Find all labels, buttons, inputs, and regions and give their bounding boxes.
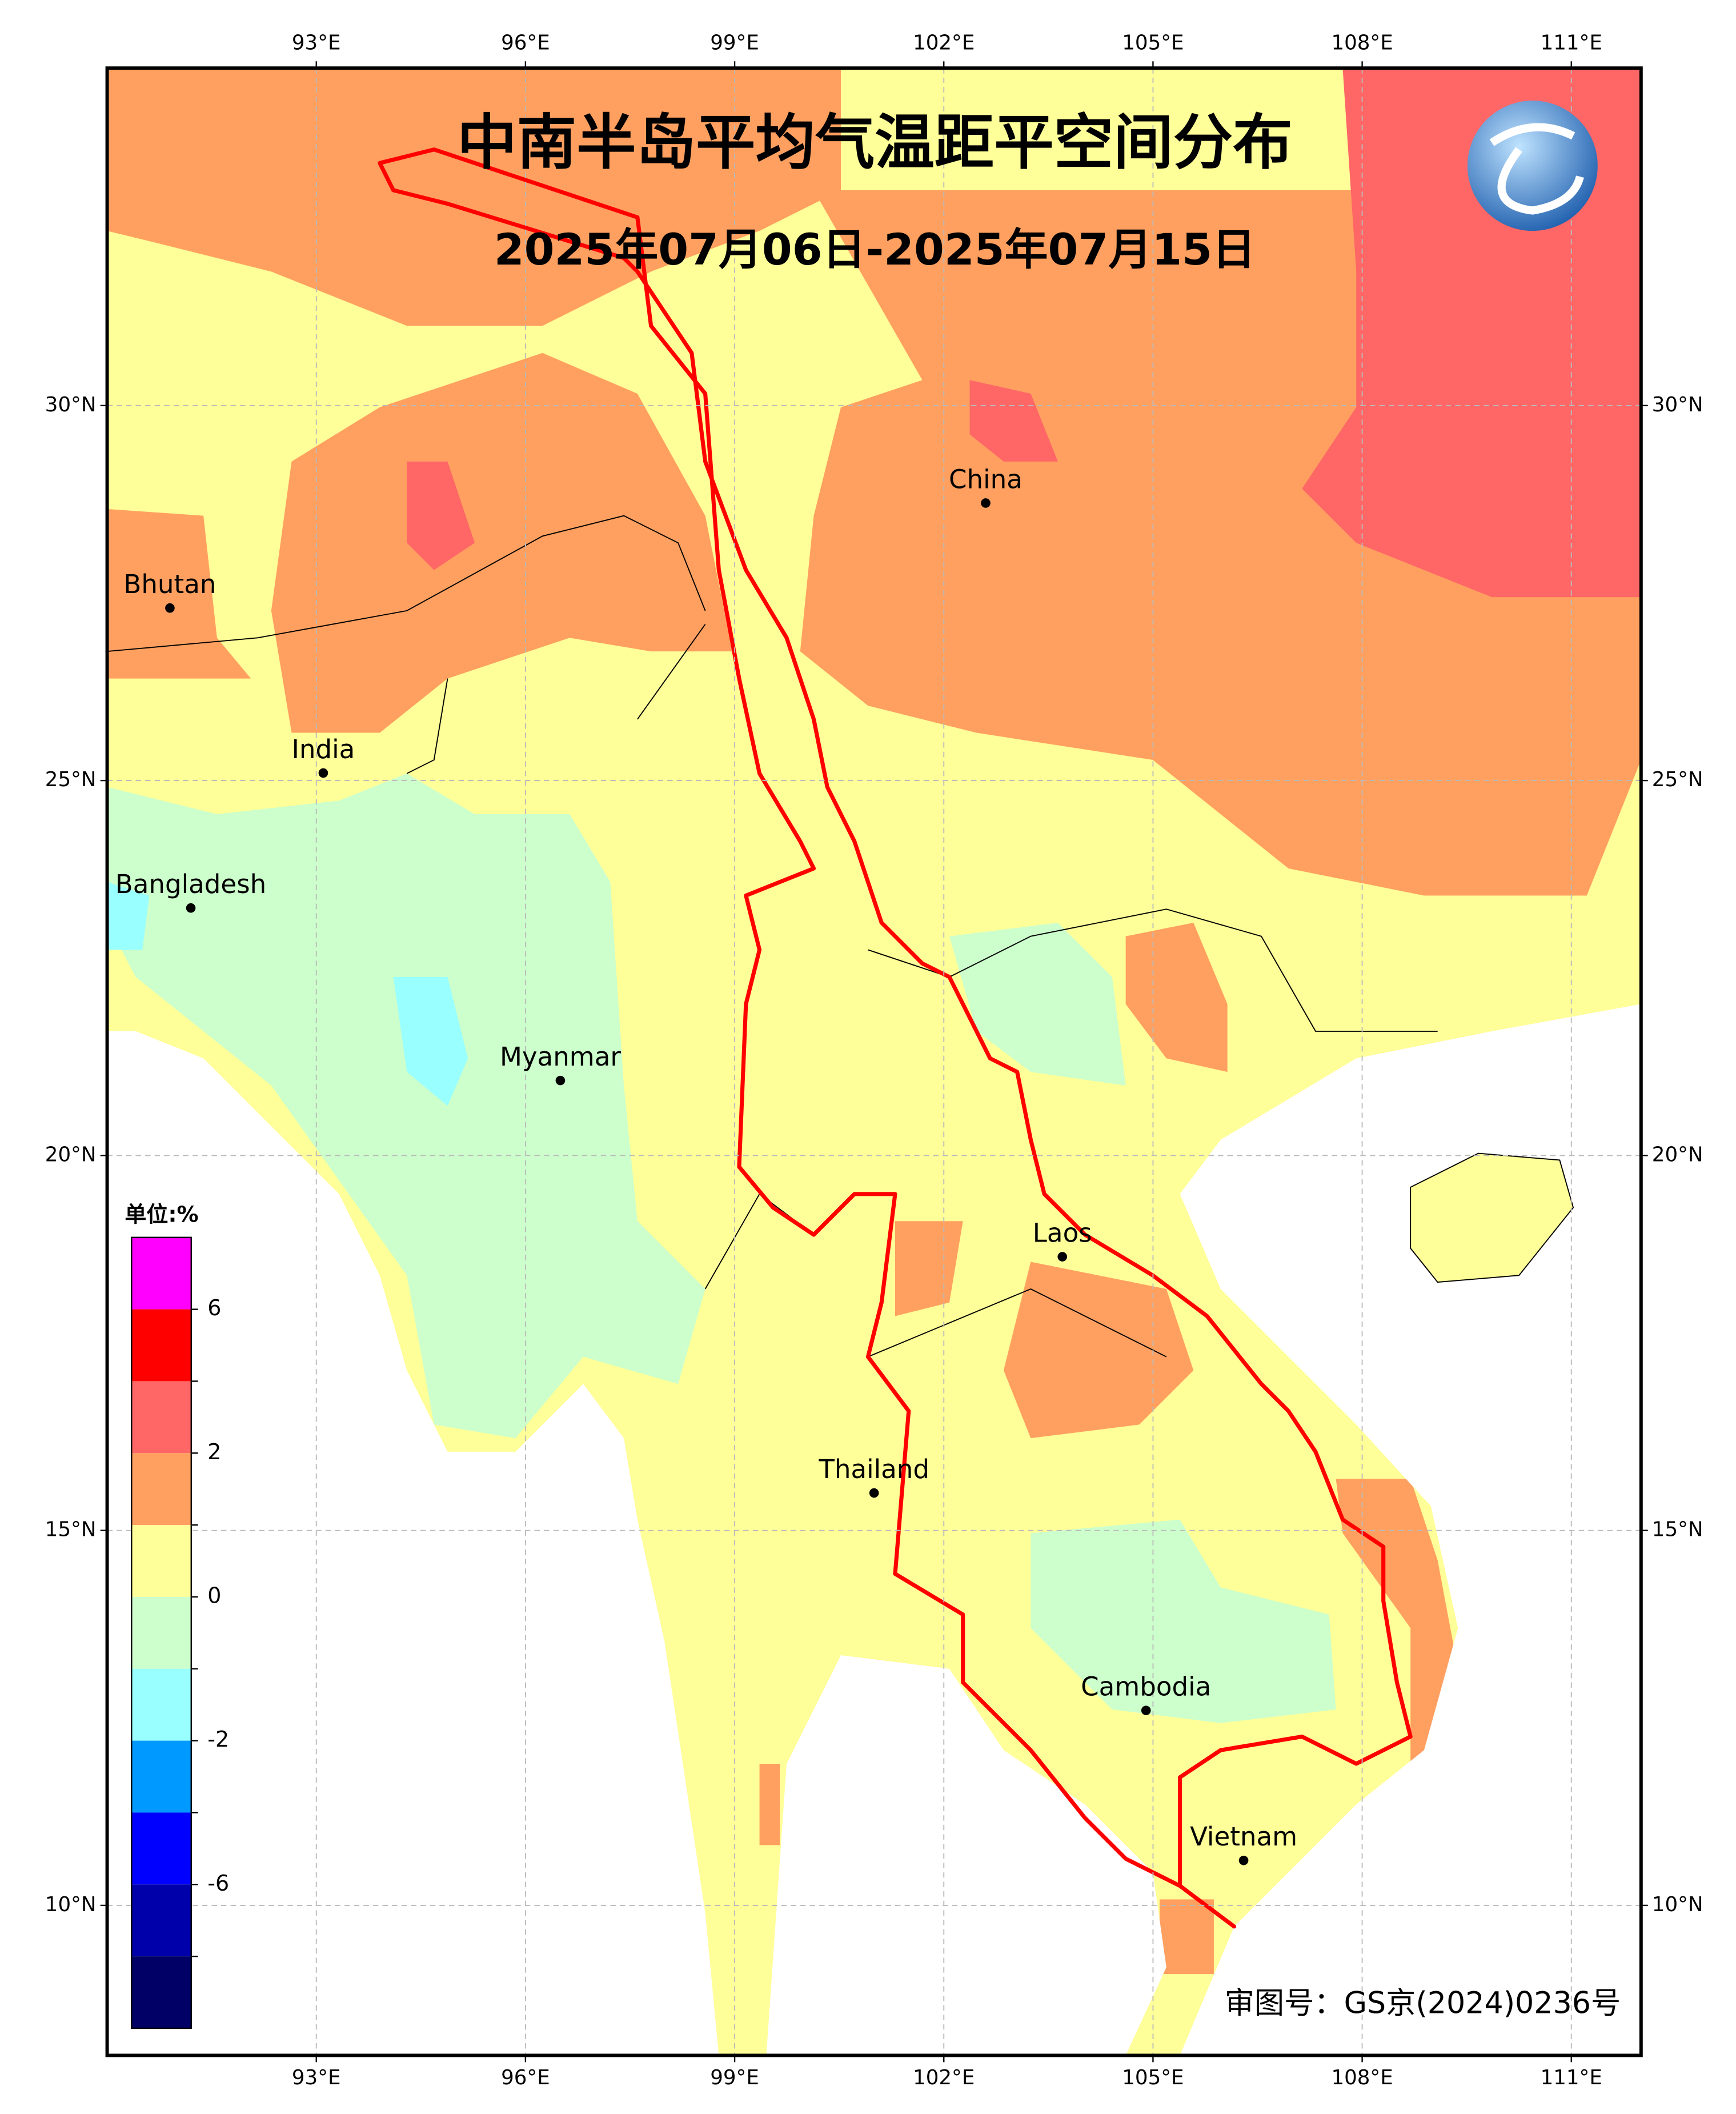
colorbar-unit: 单位:% [125,1202,198,1227]
colorbar-swatch [131,1381,191,1454]
place-dot [1238,1855,1249,1865]
place-dot [981,498,991,508]
x-tick-label: 99°E [710,31,759,54]
x-tick-label: 108°E [1331,2066,1393,2089]
map-field [107,68,1641,2056]
colorbar-swatch [131,1884,191,1957]
place-label: China [949,464,1023,494]
colorbar-swatch [131,1668,191,1741]
place-label: Cambodia [1081,1672,1211,1702]
y-tick-label: 30°N [1652,393,1703,417]
place-label: Bhutan [123,569,216,599]
x-tick-label: 102°E [913,2066,975,2089]
colorbar-label: -6 [207,1871,229,1896]
place-label: India [292,734,355,764]
colorbar-frame [131,1236,192,2029]
cool-area [107,773,705,1439]
x-tick-label: 93°E [292,31,341,54]
x-tick-label: 96°E [501,2066,550,2089]
x-tick-label: 108°E [1331,31,1393,54]
colorbar-label: 0 [207,1583,221,1608]
colorbar-label: -2 [207,1727,229,1752]
y-tick-label: 25°N [45,768,97,791]
warm-area [759,1763,780,1845]
colorbar-swatch [131,1740,191,1813]
x-tick-label: 111°E [1541,2066,1602,2089]
hot-area [407,461,475,570]
colorbar-label: 2 [207,1439,221,1464]
y-tick-label: 10°N [45,1893,97,1916]
warm-area [1125,922,1228,1072]
place-label: Myanmar [500,1042,621,1072]
x-tick-label: 105°E [1122,31,1184,54]
colorbar-label: 6 [207,1295,221,1320]
logo-mark [1489,123,1584,215]
place-label: Bangladesh [115,869,266,899]
hot-area [969,380,1058,462]
x-tick-label: 93°E [292,2066,341,2089]
warm-area [1336,1479,1458,1791]
cold-area [393,976,468,1106]
place-dot [1057,1252,1068,1262]
x-tick-label: 102°E [913,31,975,54]
x-tick-label: 111°E [1541,31,1602,54]
y-tick-label: 25°N [1652,768,1703,791]
place-dot [1141,1705,1151,1715]
x-tick-label: 105°E [1122,2066,1184,2089]
x-tick-label: 96°E [501,31,550,54]
place-dot [869,1488,879,1498]
colorbar-swatch [131,1596,191,1669]
island [1410,1152,1574,1283]
place-label: Thailand [818,1454,929,1484]
colorbar-swatch [131,1237,191,1310]
y-tick-label: 20°N [1652,1143,1703,1166]
place-dot [555,1075,566,1086]
place-dot [165,603,175,613]
map-frame [105,66,1643,2057]
sea [766,1655,1166,2056]
warm-area [271,353,733,733]
colorbar-swatch [131,1812,191,1885]
y-tick-label: 15°N [45,1518,97,1542]
warm-area [1159,1899,1214,1974]
cool-area [1031,1519,1336,1723]
warm-area [895,1221,963,1316]
subtitle: 2025年07月06日-2025年07月15日 [494,224,1256,275]
cold-area [107,882,150,950]
y-tick-label: 20°N [45,1143,97,1166]
warm-area [107,509,251,679]
basin-boundary [378,147,1413,1929]
colorbar-swatch [131,1309,191,1382]
colorbar-swatch [131,1525,191,1597]
x-tick-label: 99°E [710,2066,759,2089]
place-dot [186,903,196,913]
borders [107,515,1438,1358]
y-tick-label: 10°N [1652,1893,1703,1916]
colorbar-swatch [131,1453,191,1526]
y-tick-label: 15°N [1652,1518,1703,1542]
colorbar-swatch [131,1956,191,2028]
sea [107,1031,719,2056]
title: 中南半岛平均气温距平空间分布 [457,108,1292,178]
grid [107,68,1641,2056]
place-label: Vietnam [1190,1821,1297,1852]
place-label: Laos [1033,1218,1092,1248]
warm-area [107,68,841,326]
warm-area [1003,1262,1194,1439]
credit: 审图号：GS京(2024)0236号 [1225,1987,1621,2021]
y-tick-label: 30°N [45,393,97,417]
place-dot [318,768,328,778]
cool-area [949,922,1126,1086]
